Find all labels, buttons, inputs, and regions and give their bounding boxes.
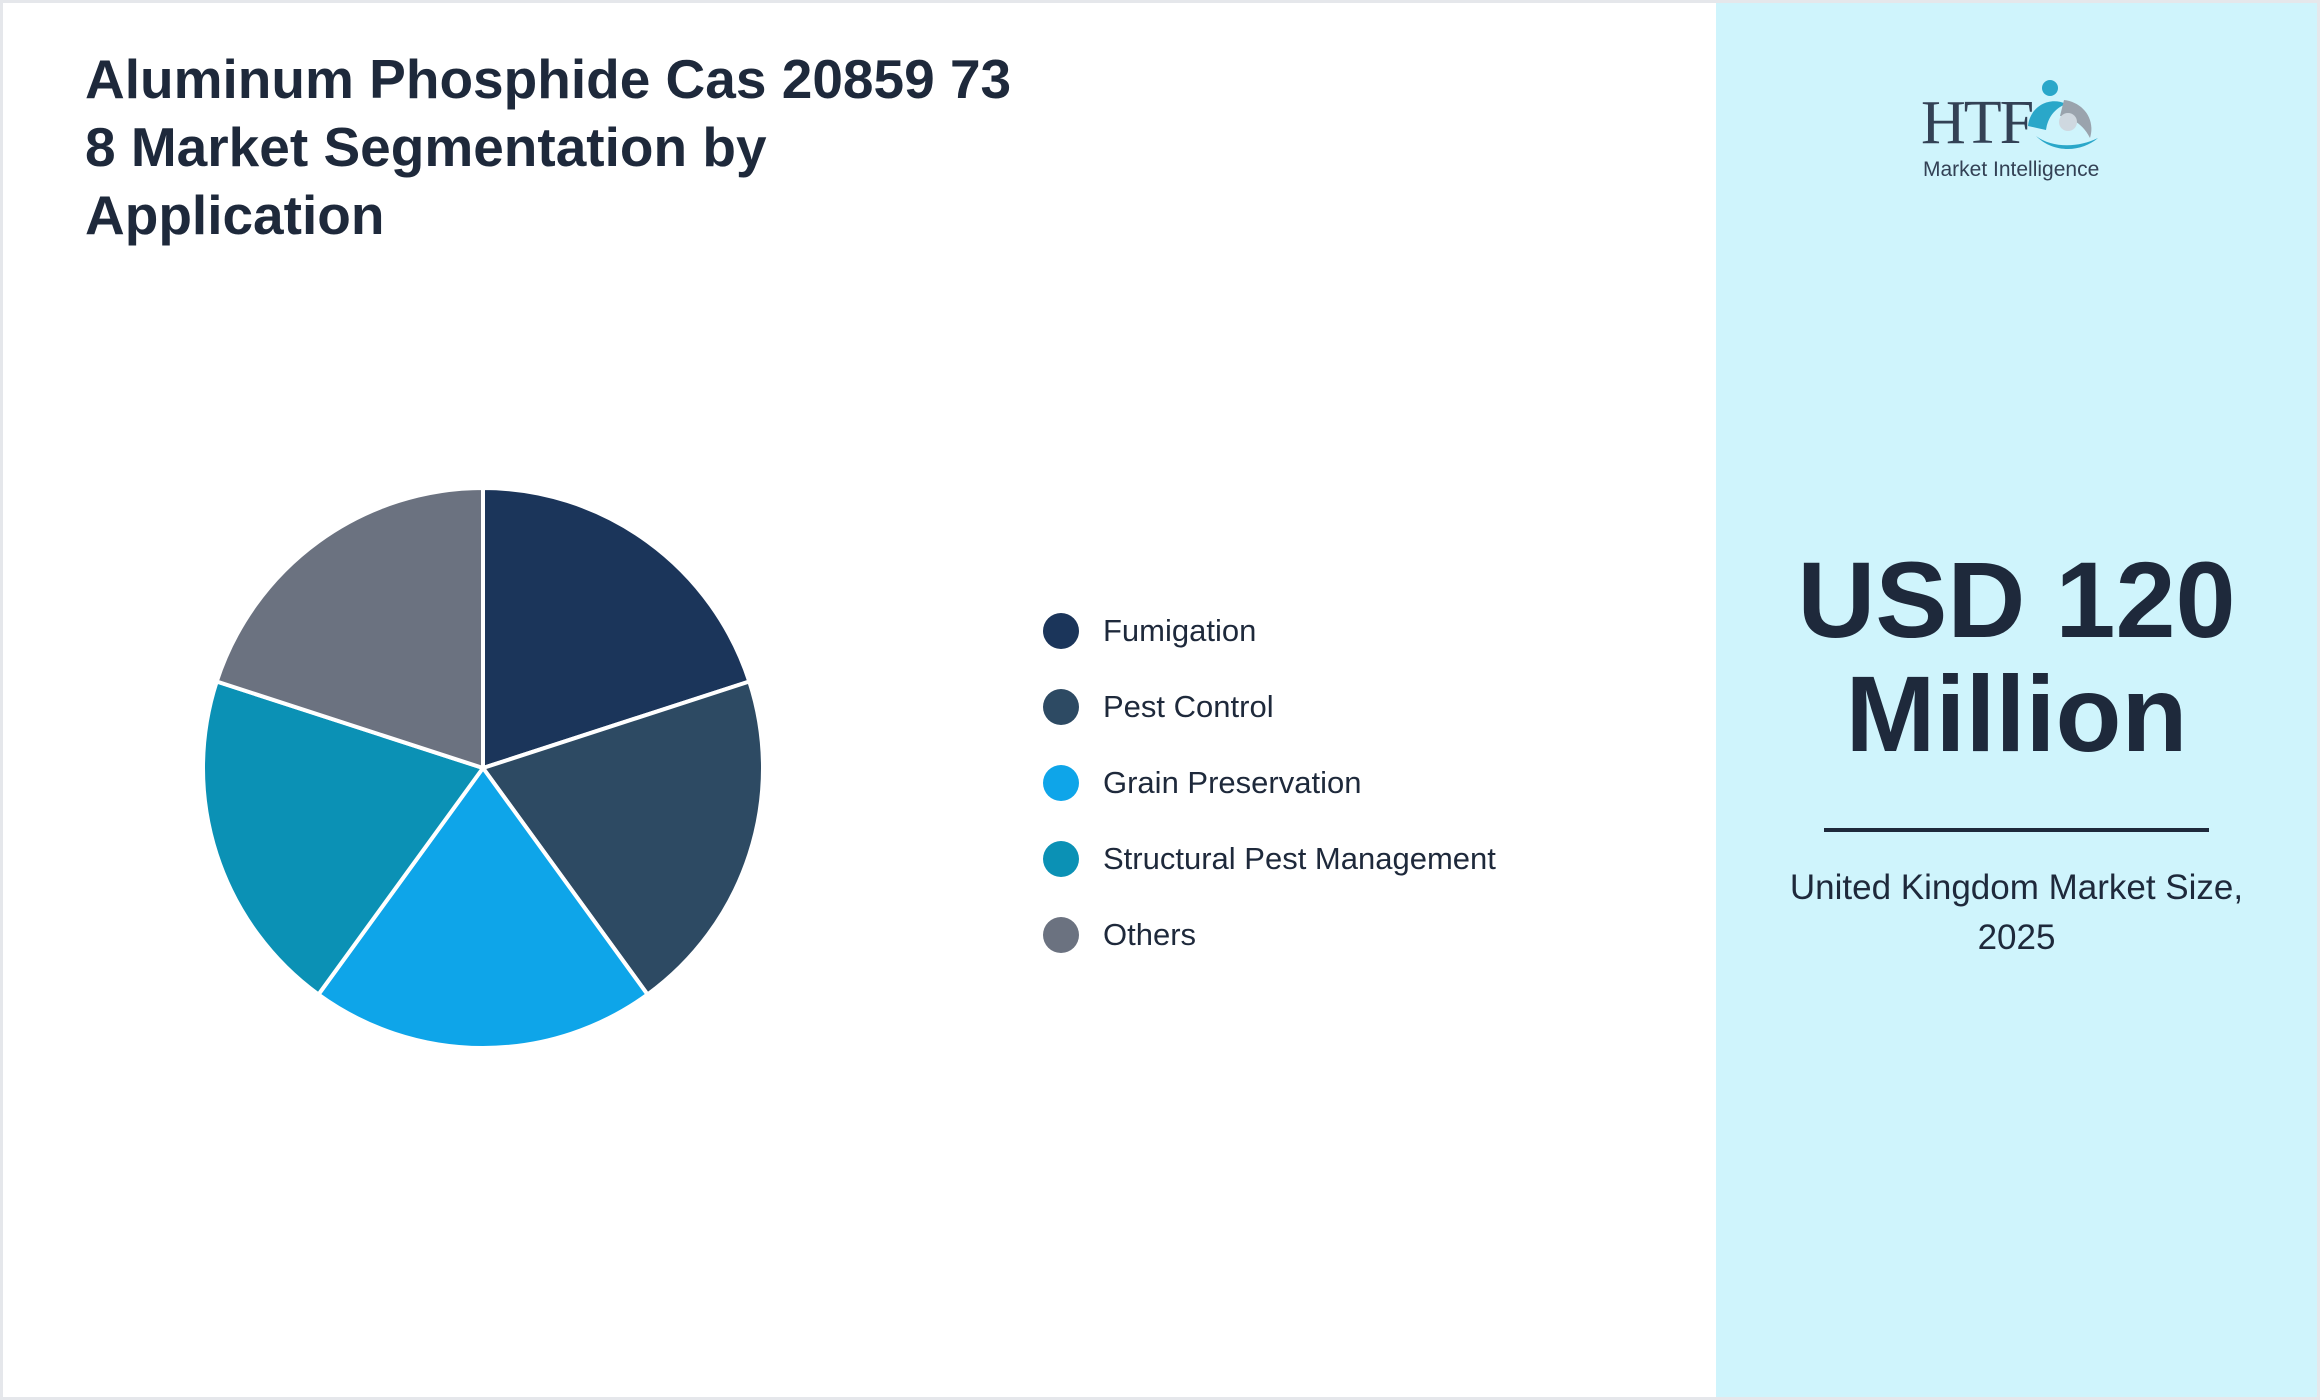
legend-item: Grain Preservation [1043,745,1496,821]
logo-text: HTF [1921,89,2034,157]
pie-slice-pest-control [481,679,765,997]
pie-slice-structural-pest-management [201,679,485,997]
summary-panel: HTF Market Intelligence USD 120 Million … [1716,3,2317,1397]
logo-mark-icon [2028,80,2098,149]
legend-label: Grain Preservation [1103,765,1362,800]
logo-subtext: Market Intelligence [1923,158,2100,181]
market-size-amount: USD 120 [1797,539,2236,660]
chart-legend: Fumigation Pest Control Grain Preservation… [1043,593,1496,973]
legend-label: Fumigation [1103,613,1257,648]
pie-chart [193,478,773,1058]
pie-slice-grain-preservation [316,766,650,1050]
legend-swatch [1043,613,1079,649]
market-size-value: USD 120 Million [1716,543,2317,771]
pie-slice-others [214,486,485,770]
pie-svg [201,486,765,1050]
legend-label: Others [1103,917,1197,952]
market-size-caption: United Kingdom Market Size, 2025 [1789,868,2244,957]
legend-swatch [1043,841,1079,877]
legend-label: Pest Control [1103,689,1274,724]
legend-item: Others [1043,897,1496,973]
htf-logo: HTF Market Intelligence [1921,78,2121,188]
divider-line [1824,828,2209,832]
legend-swatch [1043,689,1079,725]
legend-item: Structural Pest Management [1043,821,1496,897]
chart-title: Aluminum Phosphide Cas 20859 73 8 Market… [85,48,1012,246]
legend-item: Pest Control [1043,669,1496,745]
legend-item: Fumigation [1043,593,1496,669]
legend-label: Structural Pest Management [1103,841,1496,876]
legend-swatch [1043,917,1079,953]
chart-panel: Aluminum Phosphide Cas 20859 73 8 Market… [3,3,1716,1397]
market-size-unit: Million [1845,653,2188,774]
legend-swatch [1043,765,1079,801]
pie-slice-fumigation [481,486,752,770]
